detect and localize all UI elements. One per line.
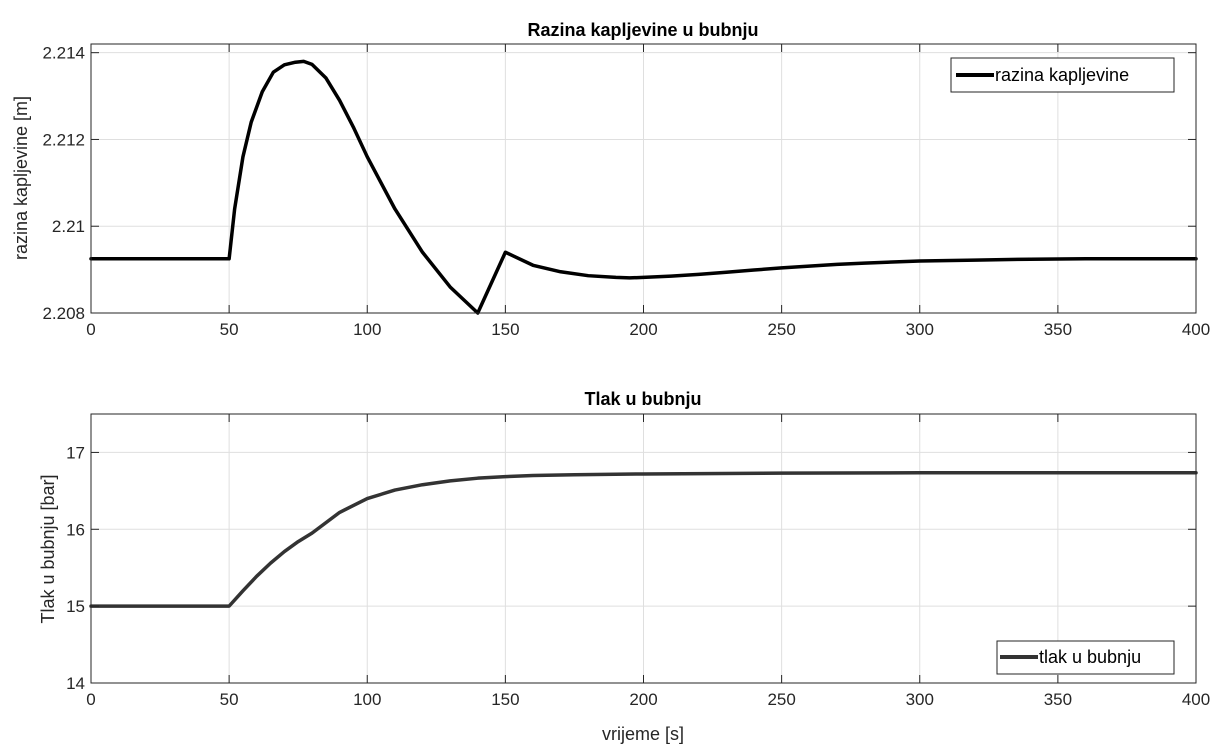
chart-liquid-level: 0 50 100 150 200 250 300 350 400 2.2082.212.2122… (11, 20, 1210, 339)
x-tick-label: 300 (906, 320, 934, 339)
legend: razina kapljevine (950, 57, 1175, 93)
x-tick-label: 150 (491, 320, 519, 339)
chart-title: Tlak u bubnju (585, 389, 702, 409)
x-tick-label: 50 (220, 320, 239, 339)
x-tick-label: 0 (86, 320, 95, 339)
x-tick-labels: 0 50 100 150 200 250 300 350 400 (86, 320, 1210, 339)
y-axis-label: razina kapljevine [m] (11, 96, 31, 260)
y-tick-label: 17 (66, 443, 85, 462)
legend-label: razina kapljevine (995, 65, 1129, 85)
series-group (89, 471, 1198, 608)
x-tick-labels: 0 50 100 150 200 250 300 350 400 (86, 690, 1210, 709)
y-tick-label: 2.208 (42, 304, 85, 323)
series-group (89, 59, 1198, 315)
chart-title: Razina kapljevine u bubnju (527, 20, 758, 40)
x-axis-label: vrijeme [s] (602, 724, 684, 744)
x-tick-label: 400 (1182, 690, 1210, 709)
x-tick-label: 100 (353, 690, 381, 709)
series-line (89, 471, 1198, 608)
y-tick-label: 2.212 (42, 130, 85, 149)
x-tick-label: 150 (491, 690, 519, 709)
y-tick-label: 2.21 (52, 217, 85, 236)
x-tick-label: 250 (767, 320, 795, 339)
x-tick-label: 200 (629, 690, 657, 709)
y-tick-label: 15 (66, 597, 85, 616)
y-tick-label: 16 (66, 520, 85, 539)
x-tick-label: 400 (1182, 320, 1210, 339)
series-line (89, 59, 1198, 315)
x-tick-label: 350 (1044, 320, 1072, 339)
x-tick-label: 300 (906, 690, 934, 709)
ticks (90, 414, 1197, 684)
legend: tlak u bubnju (996, 640, 1175, 675)
x-tick-label: 0 (86, 690, 95, 709)
ticks (90, 44, 1197, 314)
x-tick-label: 350 (1044, 690, 1072, 709)
x-tick-label: 50 (220, 690, 239, 709)
y-tick-labels: 2.208 2.21 2.212 2.214 (42, 44, 85, 323)
chart-drum-pressure: 0 50 100 150 200 250 300 350 400 14 15 16 17 Tlak u… (38, 389, 1210, 744)
y-tick-label: 2.214 (42, 44, 85, 63)
x-tick-label: 250 (767, 690, 795, 709)
x-tick-label: 200 (629, 320, 657, 339)
legend-label: tlak u bubnju (1039, 647, 1141, 667)
x-tick-label: 100 (353, 320, 381, 339)
y-axis-label: Tlak u bubnju [bar] (38, 474, 58, 623)
y-tick-label: 14 (66, 674, 85, 693)
y-tick-labels: 14 15 16 17 (66, 443, 85, 693)
